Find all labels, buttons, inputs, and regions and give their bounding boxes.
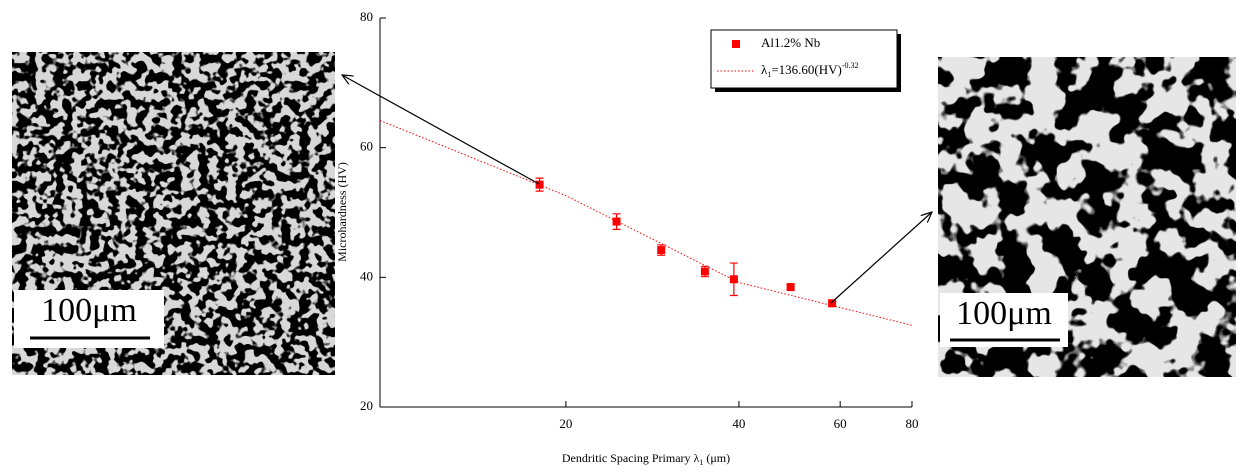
point [786, 283, 795, 292]
legend-label-part: -0.32 [842, 61, 859, 70]
legend-box [710, 29, 898, 89]
plot: 20 40 60 80 20 40 60 80 Microhardness (HV) Dendri… [335, 9, 919, 467]
x-tick-label: 60 [834, 416, 847, 431]
point [657, 246, 666, 255]
x-axis-label-part: (μm) [703, 451, 730, 465]
x-tick-label: 80 [906, 416, 919, 431]
micrograph-left: 100μm [12, 52, 335, 375]
point [612, 217, 621, 226]
legend-label-part: 1 [767, 70, 771, 79]
arrow [342, 75, 540, 185]
x-tick-label: 40 [732, 416, 745, 431]
point [700, 267, 709, 276]
scale-bar-label: 100μm [956, 295, 1052, 332]
x-axis-label-part: 1 [699, 458, 703, 467]
y-tick-label: 20 [360, 398, 373, 413]
point [729, 275, 738, 284]
legend-label-part: λ [761, 62, 768, 77]
x-tick-label: 20 [559, 416, 572, 431]
y-tick-label: 80 [360, 9, 373, 24]
micrograph-right: 100μm [938, 57, 1236, 377]
scale-bar-label: 100μm [41, 292, 137, 329]
legend-swatch [732, 40, 740, 48]
arrow [830, 212, 932, 304]
y-tick-label: 60 [360, 139, 373, 154]
x-axis-label: Dendritic Spacing Primary λ1 (μm) [562, 451, 730, 468]
point [828, 299, 837, 308]
x-axis-label-part: Dendritic Spacing Primary λ [562, 451, 700, 465]
legend-label: λ1=136.60(HV)-0.32 [761, 61, 859, 79]
legend-label-part: =136.60(HV) [771, 62, 842, 77]
legend-label: Al1.2% Nb [761, 35, 820, 50]
y-tick-label: 40 [360, 268, 373, 283]
y-axis-label: Microhardness (HV) [335, 162, 349, 262]
fit-line [379, 119, 913, 326]
